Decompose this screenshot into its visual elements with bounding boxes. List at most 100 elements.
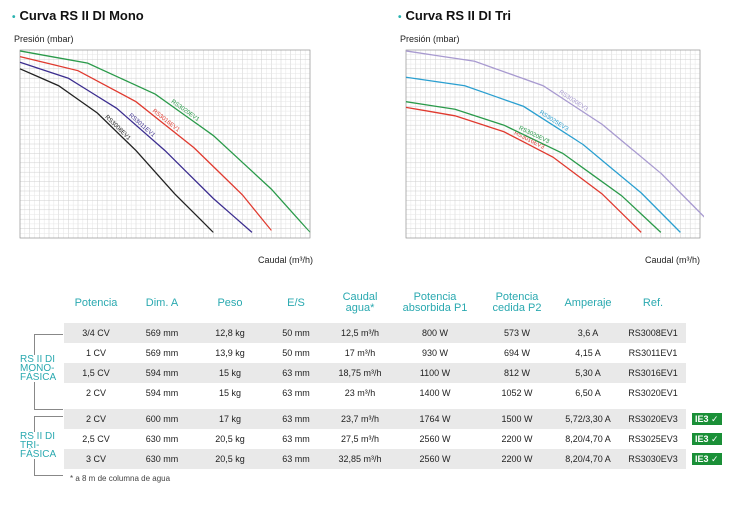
cell-peso: 17 kg [196,409,264,429]
cell-ref: RS3030EV3 [620,449,686,469]
ie3-badge: IE3 ✓ [692,413,722,425]
ie3-badge-label: IE3 [695,434,709,444]
cell-es: 50 mm [264,323,328,343]
cell-potencia: 1 CV [85,348,106,358]
cell-potencia-p2: 1500 W [478,409,556,429]
cell-ref: RS3025EV3 [628,434,678,444]
cell-ref: RS3016EV1 [620,363,686,383]
mono-group-label: RS II DI MONO- FÁSICA [20,355,64,383]
cell-caudal: 27,5 m³/h [340,434,380,444]
cell-ref: RS3008EV1 [620,323,686,343]
cell-ref: RS3020EV1 [628,388,678,398]
header-potencia: Potencia [74,296,118,309]
header-potencia-p1: Potencia absorbida P1 [402,291,468,314]
group-separator [64,403,726,409]
header-amperaje: Amperaje [564,296,612,309]
cell-dim-a: 569 mm [145,348,179,358]
cell-potencia-p2: 1052 W [501,388,533,398]
ie-badge-cell: IE3 ✓ [686,449,726,469]
cell-dim-a: 630 mm [128,449,196,469]
table-row: 1,5 CV 594 mm 15 kg 63 mm 18,75 m³/h 1100 W 81… [64,363,726,383]
table-row: 3 CV 630 mm 20,5 kg 63 mm 32,85 m³/h 2560 W 22… [64,449,726,469]
specs-table: Potencia Dim. A Peso E/S Caudal agua* Po… [64,283,726,469]
header-badge [686,283,726,323]
header-ref: Ref. [642,296,664,309]
cell-potencia-p2: 2200 W [501,434,533,444]
cell-peso: 13,9 kg [215,348,245,358]
cell-potencia: 2 CV [85,388,106,398]
cell-es: 63 mm [264,449,328,469]
ie-badge-cell [686,323,726,343]
check-icon: ✓ [708,434,719,444]
cell-potencia-p1: 1400 W [419,388,451,398]
cell-dim-a: 569 mm [128,323,196,343]
cell-amperaje: 5,30 A [556,363,620,383]
table-header-row: Potencia Dim. A Peso E/S Caudal agua* Po… [64,283,726,323]
cell-es: 63 mm [264,363,328,383]
mono-y-axis-label: Presión (mbar) [14,34,74,44]
ie3-badge-label: IE3 [695,454,709,464]
cell-amperaje: 6,50 A [575,388,601,398]
table-body: 3/4 CV 569 mm 12,8 kg 50 mm 12,5 m³/h 800 W 57… [64,323,726,469]
series-line-rs3008ev1 [19,68,214,233]
table-row: 3/4 CV 569 mm 12,8 kg 50 mm 12,5 m³/h 800 W 57… [64,323,726,343]
cell-dim-a: 594 mm [128,363,196,383]
cell-peso: 12,8 kg [196,323,264,343]
ie3-badge: IE3 ✓ [692,453,722,465]
table-row: 2 CV 594 mm 15 kg 63 mm 23 m³/h 1400 W 1052 W 6… [64,383,726,403]
cell-ref: RS3011EV1 [628,348,678,358]
cell-potencia-p2: 2200 W [478,449,556,469]
cell-potencia-p1: 1764 W [392,409,478,429]
cell-es: 63 mm [282,388,310,398]
header-es: E/S [287,296,305,309]
cell-potencia: 3/4 CV [64,323,128,343]
cell-potencia-p1: 1100 W [392,363,478,383]
cell-caudal: 12,5 m³/h [328,323,392,343]
cell-ref: RS3020EV3 [620,409,686,429]
header-dim-a: Dim. A [145,296,179,309]
cell-amperaje: 4,15 A [575,348,601,358]
cell-amperaje: 3,6 A [556,323,620,343]
cell-caudal: 32,85 m³/h [328,449,392,469]
check-icon: ✓ [708,454,719,464]
tri-chart-title: • Curva RS II DI Tri [398,8,511,23]
cell-es: 50 mm [282,348,310,358]
plot-frame [19,49,311,239]
series-label-rs3011ev1: RS3011EV1 [127,113,156,139]
cell-potencia-p2: 573 W [478,323,556,343]
series-label-rs3030ev3: RS3030EV3 [558,90,589,113]
table-row: 2,5 CV 630 mm 20,5 kg 63 mm 27,5 m³/h 2560 W 2… [64,429,726,449]
cell-potencia-p2: 812 W [478,363,556,383]
tri-group-label: RS II DI TRI- FÁSICA [20,432,64,460]
cell-caudal: 23,7 m³/h [328,409,392,429]
footnote: * a 8 m de columna de agua [70,474,171,483]
cell-peso: 20,5 kg [215,434,245,444]
mono-x-axis-label: Caudal (m³/h) [258,255,314,265]
header-peso: Peso [217,296,243,309]
ie3-badge-label: IE3 [695,414,709,424]
ie-badge-cell [686,363,726,383]
cell-potencia-p2: 694 W [503,348,530,358]
cell-dim-a: 600 mm [128,409,196,429]
cell-potencia: 3 CV [64,449,128,469]
tri-y-axis-label: Presión (mbar) [400,34,460,44]
ie-badge-cell: IE3 ✓ [686,429,726,449]
header-caudal: Caudal agua* [342,291,378,314]
check-icon: ✓ [708,414,719,424]
cell-caudal: 23 m³/h [344,388,376,398]
cell-potencia-p1: 2560 W [392,449,478,469]
cell-amperaje: 8,20/4,70 A [556,449,620,469]
cell-potencia-p1: 2560 W [419,434,451,444]
table-row: 1 CV 569 mm 13,9 kg 50 mm 17 m³/h 930 W 694 W 4… [64,343,726,363]
series-line-rs3025ev3 [405,76,681,233]
series-line-rs3011ev1 [19,61,253,233]
cell-caudal: 18,75 m³/h [328,363,392,383]
cell-potencia: 2,5 CV [82,434,110,444]
mono-chart-title: • Curva RS II DI Mono [12,8,144,23]
tri-x-axis-label: Caudal (m³/h) [645,255,701,265]
ie-badge-cell [686,383,726,403]
cell-potencia: 2 CV [64,409,128,429]
cell-dim-a: 594 mm [145,388,179,398]
